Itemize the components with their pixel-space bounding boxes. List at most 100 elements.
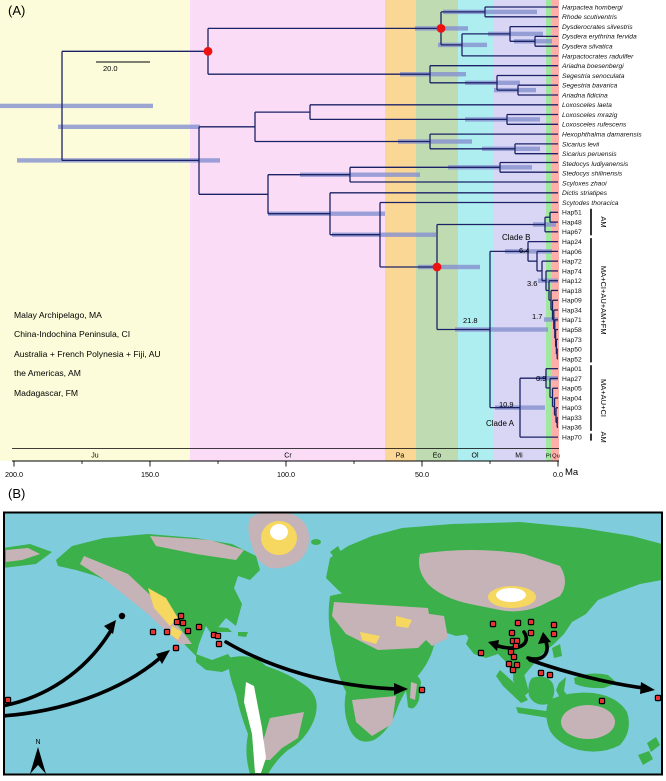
species-tip-label: Scyloxes zhaoi: [562, 180, 607, 187]
map-border: [3, 511, 663, 776]
island-nz-north: [647, 737, 660, 752]
species-tip-label: Dysdera silvatica: [562, 44, 613, 51]
species-tip-label: Segestria bavarica: [562, 83, 618, 90]
node-age-hpd-bar: [332, 232, 436, 237]
sample-site-marker: [215, 640, 223, 648]
node-age-hpd-bar: [300, 172, 420, 177]
barren-madagascar: [410, 682, 417, 700]
species-tip-label: Sicarius levii: [562, 141, 600, 148]
node-age-clade-b: 6.4: [519, 246, 530, 255]
scale-bar-label: 20.0: [103, 64, 118, 73]
species-tip-label: Dysdera erythrina fervida: [562, 34, 637, 41]
calibration-node-dot: [436, 24, 446, 33]
haplotype-tip-label: Hap73: [562, 337, 582, 344]
species-tip-label: Harpactea hombergi: [562, 4, 623, 11]
species-tip-label: Loxosceles laeta: [562, 102, 612, 109]
species-tip-label: Stedocys ludiyanensis: [562, 161, 629, 168]
route-to-mexico: [4, 656, 162, 718]
route-to-baja-arrowhead-icon: [104, 620, 116, 634]
sample-site-marker: [195, 623, 203, 631]
sample-site-marker: [598, 697, 606, 705]
north-label: N: [35, 739, 40, 746]
calibration-node-dot: [432, 262, 442, 272]
period-label-pa: Pa: [396, 453, 405, 460]
calibration-node-dot: [203, 46, 213, 56]
route-to-fiji-arrowhead-icon: [640, 682, 655, 694]
route-caribbean-to-madagascar-arrowhead-icon: [394, 683, 408, 695]
node-age-hpd-bar: [538, 376, 558, 381]
group-label-am: AM: [599, 431, 608, 442]
land-central-america: [196, 654, 236, 672]
land-india: [460, 616, 496, 656]
desert-sahara-east: [396, 616, 412, 628]
panel-b-label: (B): [8, 486, 26, 501]
legend-item-ma: Malay Archipelago, MA: [14, 310, 102, 320]
island-hokkaido: [600, 564, 608, 572]
node-age-hpd-bar: [58, 124, 200, 129]
axis-tick-label: 150.0: [141, 470, 159, 479]
haplotype-tip-label: Hap12: [562, 278, 582, 285]
period-band-ol: [458, 0, 493, 461]
axis-unit-label: Ma: [565, 467, 579, 478]
period-label-pl: Pl: [546, 454, 551, 460]
haplotype-tip-label: Hap03: [562, 405, 582, 412]
desert-na-southwest: [148, 588, 178, 626]
barren-southern-africa: [352, 696, 396, 736]
sample-site-marker: [508, 629, 516, 637]
haplotype-tip-label: Hap33: [562, 415, 582, 422]
sample-site-marker: [510, 653, 518, 661]
haplotype-tip-label: Hap05: [562, 386, 582, 393]
haplotype-tip-label: Hap01: [562, 366, 582, 373]
island-cuba: [206, 626, 232, 632]
island-sumatra: [496, 670, 528, 703]
axis-tick-label: 50.0: [415, 470, 429, 479]
haplotype-tip-label: Hap67: [562, 229, 582, 236]
clade-a-label: Clade A: [486, 419, 515, 428]
species-tip-label: Stedocys shilinensis: [562, 171, 623, 178]
node-age-hpd-bar: [538, 278, 558, 283]
sample-site-marker: [550, 630, 558, 638]
node-age-hpd-bar: [488, 31, 543, 37]
species-tip-label: Dictis striatipes: [562, 190, 608, 197]
group-label-ma-ci-au-am-fm: MA+CI+AU+AM+FM: [599, 266, 608, 335]
haplotype-tip-label: Hap27: [562, 376, 582, 383]
route-to-sri-lanka-arrowhead-icon: [488, 640, 499, 651]
period-band-cr: [190, 0, 385, 461]
species-tip-label: Scytodes thoracica: [562, 200, 619, 207]
haplotype-tip-label: Hap51: [562, 210, 582, 217]
node-age-hpd-bar: [455, 327, 548, 332]
period-label-ol: Ol: [472, 453, 479, 460]
phylogeny-panel: Ju Cr Pa Eo Ol Mi Pl Qu 200.0 150.0 100.0 50.0 0.0 Ha…: [0, 0, 642, 479]
node-age-hpd-bar: [400, 72, 466, 77]
legend-item-au: Australia + French Polynesia + Fiji, AU: [14, 348, 161, 359]
haplotype-tip-label: Hap52: [562, 356, 582, 363]
node-age-3-6: 3.6: [527, 279, 538, 288]
sample-site-marker: [527, 629, 535, 637]
species-tip-label: Harpactocrates radulifer: [562, 53, 634, 60]
haplotype-tip-label: Hap24: [562, 239, 582, 246]
barren-chukotka: [6, 548, 40, 562]
sample-site-marker: [172, 644, 180, 652]
barren-na-west: [80, 556, 192, 644]
haplotype-tip-label: Hap04: [562, 395, 582, 402]
sample-site-marker: [4, 696, 12, 704]
route-to-baja: [4, 630, 112, 708]
land-malay-peninsula: [513, 660, 529, 698]
legend-item-fm: Madagascar, FM: [14, 387, 78, 398]
sample-site-marker: [654, 694, 662, 702]
haplotype-tip-label: Hap06: [562, 249, 582, 256]
route-caribbean-to-madagascar: [224, 640, 398, 691]
period-label-eo: Eo: [433, 453, 442, 460]
island-borneo: [528, 676, 555, 705]
barren-arctic-canada: [150, 536, 244, 560]
node-age-0-9: 0.9: [536, 374, 547, 383]
sample-site-marker: [173, 618, 181, 626]
sample-site-marker: [179, 619, 187, 627]
sample-site-marker: [512, 642, 520, 650]
period-label-cr: Cr: [284, 453, 292, 460]
sample-site-marker: [537, 669, 545, 677]
species-tip-label: Sicarius peruensis: [562, 151, 617, 158]
clade-b-label: Clade B: [502, 233, 531, 242]
haplotype-tip-label: Hap34: [562, 307, 582, 314]
sample-site-marker: [163, 628, 171, 636]
